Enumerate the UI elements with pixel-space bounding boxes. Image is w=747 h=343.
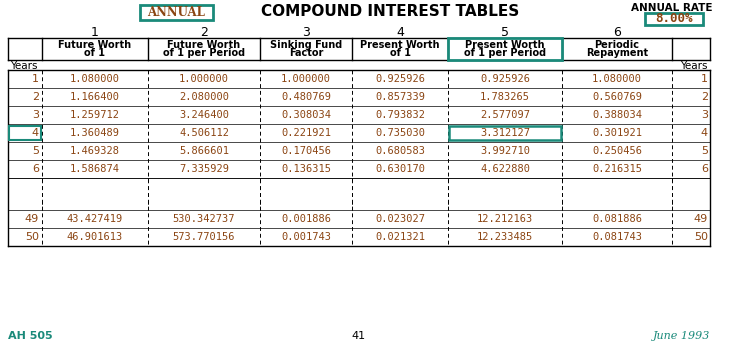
Text: 3.312127: 3.312127	[480, 128, 530, 138]
Bar	[140, 5, 213, 20]
Text: of 1 per Period: of 1 per Period	[464, 48, 546, 58]
Text: 1.080000: 1.080000	[70, 74, 120, 84]
Text: Present Worth: Present Worth	[465, 40, 545, 50]
Text: Future Worth: Future Worth	[167, 40, 241, 50]
Text: 0.857339: 0.857339	[375, 92, 425, 102]
Text: 3.312127: 3.312127	[480, 128, 530, 138]
Text: 6: 6	[32, 164, 39, 174]
Text: 4: 4	[701, 128, 708, 138]
Text: June 1993: June 1993	[653, 331, 710, 341]
Text: Years: Years	[681, 61, 708, 71]
Text: 0.001886: 0.001886	[281, 214, 331, 224]
Text: 0.081743: 0.081743	[592, 233, 642, 243]
Text: 1.783265: 1.783265	[480, 92, 530, 102]
Text: 50: 50	[694, 233, 708, 243]
Text: 0.301921: 0.301921	[592, 128, 642, 138]
Text: 0.021321: 0.021321	[375, 233, 425, 243]
Text: 0.221921: 0.221921	[281, 128, 331, 138]
Text: 2.080000: 2.080000	[179, 92, 229, 102]
Text: 1.166400: 1.166400	[70, 92, 120, 102]
Text: 4: 4	[396, 25, 404, 38]
Text: of 1 per Period: of 1 per Period	[163, 48, 245, 58]
Text: 3.246400: 3.246400	[179, 110, 229, 120]
Text: 7.335929: 7.335929	[179, 164, 229, 174]
Text: 1.259712: 1.259712	[70, 110, 120, 120]
Text: 1.000000: 1.000000	[179, 74, 229, 84]
Text: 0.216315: 0.216315	[592, 164, 642, 174]
Text: 3: 3	[302, 25, 310, 38]
Text: 12.233485: 12.233485	[477, 233, 533, 243]
Text: 5: 5	[501, 25, 509, 38]
Text: 1: 1	[91, 25, 99, 38]
Text: 3.992710: 3.992710	[480, 146, 530, 156]
Text: 573.770156: 573.770156	[173, 233, 235, 243]
Text: Years: Years	[10, 61, 37, 71]
Text: 5.866601: 5.866601	[179, 146, 229, 156]
Text: 0.250456: 0.250456	[592, 146, 642, 156]
Text: 4.622880: 4.622880	[480, 164, 530, 174]
Text: 46.901613: 46.901613	[67, 233, 123, 243]
Bar	[449, 126, 561, 140]
Text: Future Worth: Future Worth	[58, 40, 131, 50]
Bar	[645, 13, 703, 25]
Text: 0.925926: 0.925926	[375, 74, 425, 84]
Text: 12.212163: 12.212163	[477, 214, 533, 224]
Text: of 1: of 1	[84, 48, 105, 58]
Bar	[448, 38, 562, 60]
Text: 0.308034: 0.308034	[281, 110, 331, 120]
Text: 50: 50	[25, 233, 39, 243]
Text: 0.001743: 0.001743	[281, 233, 331, 243]
Text: 0.925926: 0.925926	[480, 74, 530, 84]
Text: 2: 2	[701, 92, 708, 102]
Text: 0.560769: 0.560769	[592, 92, 642, 102]
Bar	[9, 126, 41, 140]
Text: 3: 3	[701, 110, 708, 120]
Text: 0.735030: 0.735030	[375, 128, 425, 138]
Text: 6: 6	[613, 25, 621, 38]
Text: 2: 2	[32, 92, 39, 102]
Text: 0.630170: 0.630170	[375, 164, 425, 174]
Text: 5: 5	[32, 146, 39, 156]
Text: 530.342737: 530.342737	[173, 214, 235, 224]
Text: AH 505: AH 505	[8, 331, 52, 341]
Text: Factor: Factor	[289, 48, 323, 58]
Text: COMPOUND INTEREST TABLES: COMPOUND INTEREST TABLES	[261, 4, 519, 20]
Text: Periodic: Periodic	[595, 40, 639, 50]
Text: Present Worth: Present Worth	[360, 40, 440, 50]
Text: 4: 4	[32, 128, 39, 138]
Text: 1.469328: 1.469328	[70, 146, 120, 156]
Text: 4: 4	[32, 128, 39, 138]
Text: 49: 49	[25, 214, 39, 224]
Text: 0.136315: 0.136315	[281, 164, 331, 174]
Text: ANNUAL RATE: ANNUAL RATE	[631, 3, 713, 13]
Text: 8.00%: 8.00%	[655, 12, 692, 25]
Text: ANNUAL: ANNUAL	[148, 6, 205, 19]
Text: 1.000000: 1.000000	[281, 74, 331, 84]
Text: 43.427419: 43.427419	[67, 214, 123, 224]
Text: 49: 49	[694, 214, 708, 224]
Text: 0.023027: 0.023027	[375, 214, 425, 224]
Text: 0.081886: 0.081886	[592, 214, 642, 224]
Text: 2: 2	[200, 25, 208, 38]
Text: 1: 1	[32, 74, 39, 84]
Text: 0.388034: 0.388034	[592, 110, 642, 120]
Text: 41: 41	[352, 331, 366, 341]
Text: 0.793832: 0.793832	[375, 110, 425, 120]
Text: Repayment: Repayment	[586, 48, 648, 58]
Text: 1.586874: 1.586874	[70, 164, 120, 174]
Text: Sinking Fund: Sinking Fund	[270, 40, 342, 50]
Text: 1.080000: 1.080000	[592, 74, 642, 84]
Text: 1.360489: 1.360489	[70, 128, 120, 138]
Text: of 1: of 1	[389, 48, 411, 58]
Text: 0.480769: 0.480769	[281, 92, 331, 102]
Text: 3: 3	[32, 110, 39, 120]
Text: 0.680583: 0.680583	[375, 146, 425, 156]
Text: 1: 1	[701, 74, 708, 84]
Text: 6: 6	[701, 164, 708, 174]
Text: 4.506112: 4.506112	[179, 128, 229, 138]
Text: 5: 5	[701, 146, 708, 156]
Text: 2.577097: 2.577097	[480, 110, 530, 120]
Text: 0.170456: 0.170456	[281, 146, 331, 156]
